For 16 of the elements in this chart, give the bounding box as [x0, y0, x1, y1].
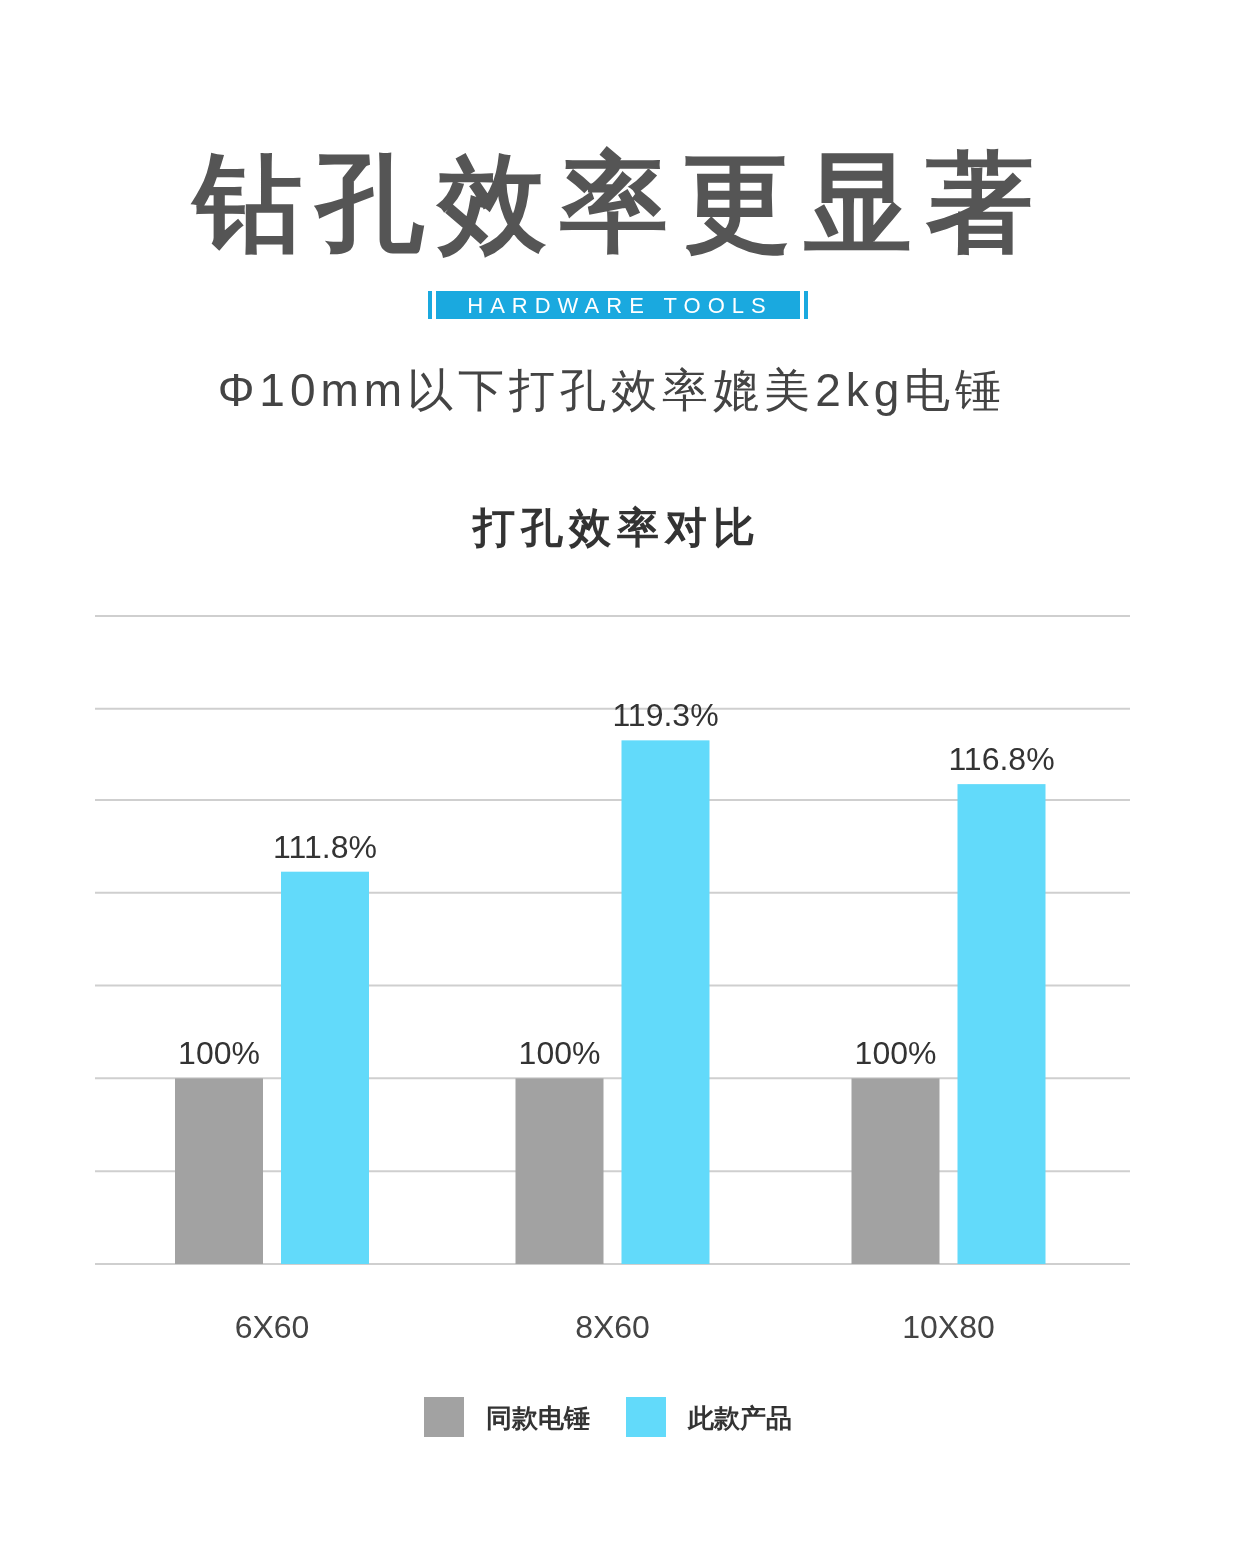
annotation: HARDWARE TOOLS — [467, 293, 773, 318]
category: 10X80 — [902, 1309, 995, 1345]
legend-label: 此款产品 — [687, 1403, 792, 1433]
annotation: 打孔效率对比 — [473, 504, 761, 551]
subtitle: Φ10mm以下打孔效率媲美2kg电锤 — [217, 364, 1007, 416]
label: 116.8% — [948, 741, 1055, 778]
label: 100% — [854, 1035, 937, 1072]
legend-label: 同款电锤 — [486, 1403, 590, 1433]
label: 111.8% — [273, 828, 377, 865]
label: 119.3% — [612, 697, 719, 734]
legend-item: 此款产品 — [626, 1397, 792, 1437]
label: 100% — [178, 1035, 260, 1072]
category: 6X60 — [234, 1309, 310, 1345]
label: 100% — [518, 1035, 601, 1072]
category: 8X60 — [575, 1309, 650, 1345]
legend-item: 同款电锤 — [424, 1397, 590, 1437]
